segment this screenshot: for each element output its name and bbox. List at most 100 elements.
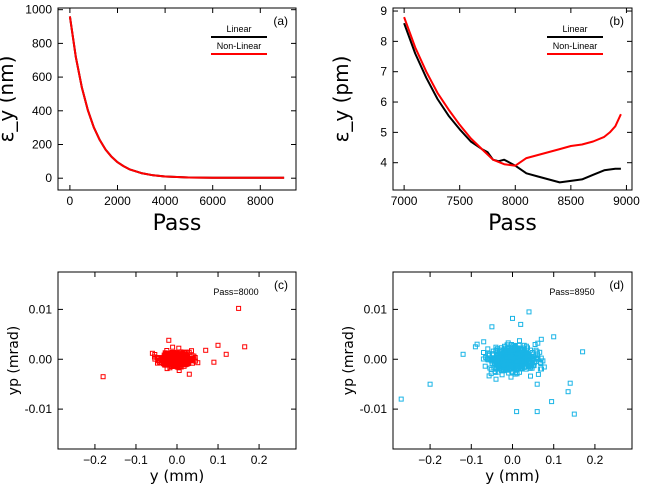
outlier-point <box>571 411 577 417</box>
x-tick-label: 0.1 <box>545 453 562 467</box>
y-tick-label: 0.01 <box>364 302 388 316</box>
scatter-point <box>175 364 181 370</box>
outlier-point <box>514 409 520 415</box>
x-tick-label: 0 <box>67 194 74 208</box>
scatter-point <box>528 373 533 379</box>
y-tick-label: 400 <box>32 104 52 118</box>
outlier-point <box>481 339 487 345</box>
scatter-point <box>167 365 173 371</box>
y-tick-label: -0.01 <box>360 402 388 416</box>
outlier-point <box>510 315 515 321</box>
legend-label: Linear <box>226 24 251 34</box>
x-tick-label: 8000 <box>502 194 529 208</box>
outlier-point <box>427 381 433 387</box>
scatter-point <box>164 348 170 353</box>
scatter-point <box>508 374 514 380</box>
scatter-point <box>535 340 541 346</box>
scatter-point <box>170 352 175 358</box>
outlier-point <box>549 399 555 405</box>
y-axis-label: yp (mrad) <box>341 326 357 395</box>
scatter-point <box>485 346 491 352</box>
y-tick-label: -0.01 <box>25 402 53 416</box>
x-tick-label: 9000 <box>613 194 640 208</box>
outlier-point <box>100 374 106 380</box>
x-tick-label: 8500 <box>558 194 585 208</box>
scatter-point <box>538 361 544 366</box>
outlier-point <box>203 347 209 353</box>
y-tick-label: 9 <box>380 4 387 18</box>
x-tick-label: 0.0 <box>504 453 521 467</box>
series-line-linear <box>403 22 621 184</box>
scatter-point <box>492 357 498 363</box>
outlier-point <box>472 344 478 350</box>
scatter-point <box>492 369 498 375</box>
scatter-point <box>524 351 530 357</box>
scatter-point <box>166 358 172 364</box>
scatter-point <box>530 351 536 357</box>
x-tick-label: 7500 <box>446 194 473 208</box>
scatter-point <box>526 358 532 364</box>
scatter-point <box>481 350 486 355</box>
x-tick-label: 0.0 <box>169 453 186 467</box>
scatter-point <box>532 342 538 347</box>
outlier-point <box>518 321 524 327</box>
outlier-point <box>211 359 217 365</box>
legend-label: Linear <box>562 24 587 34</box>
outlier-point <box>149 350 155 356</box>
scatter-point <box>517 338 522 344</box>
scatter-point <box>180 354 186 360</box>
panel-c-phase-space-8000: −0.2 −0.1 0.0 0.1 0.2 -0.01 0.00 0.01 (c) y (mm) y… <box>6 271 297 485</box>
outlier-point <box>534 409 540 415</box>
scatter-point <box>514 355 519 361</box>
outlier-point <box>551 334 557 340</box>
scatter-point <box>518 346 524 352</box>
scatter-point <box>499 372 505 378</box>
scatter-point <box>517 345 523 351</box>
scatter-point <box>160 361 166 367</box>
y-tick-label: 0.00 <box>364 352 388 366</box>
x-tick-label: −0.2 <box>418 453 442 467</box>
scatter-point <box>177 358 183 363</box>
pass-annotation: Pass=8950 <box>549 287 594 297</box>
outlier-point <box>186 371 192 377</box>
x-axis-label: y (mm) <box>150 467 205 485</box>
pass-annotation: Pass=8000 <box>213 287 258 297</box>
scatter-point <box>521 342 527 348</box>
y-tick-label: 6 <box>380 95 387 109</box>
outlier-point <box>580 349 586 355</box>
legend-label: Non-Linear <box>217 41 262 51</box>
scatter-point <box>528 347 533 353</box>
scatter-point <box>503 347 509 353</box>
y-tick-label: 0 <box>45 171 52 185</box>
y-axis-label: ε_y (pm) <box>329 56 353 143</box>
outlier-point <box>236 305 242 311</box>
scatter-point <box>505 340 511 346</box>
x-tick-label: 8000 <box>247 194 274 208</box>
x-axis-label: y (mm) <box>485 467 540 485</box>
y-tick-label: 7 <box>380 65 387 79</box>
scatter-point <box>504 354 510 360</box>
scatter-point <box>189 348 194 354</box>
x-axis-label: Pass <box>153 211 202 236</box>
scatter-point <box>486 373 492 379</box>
scatter-point <box>195 360 201 366</box>
outlier-point <box>565 389 571 395</box>
y-axis-label: yp (mrad) <box>6 326 22 395</box>
outlier-point <box>567 380 573 386</box>
outlier-point <box>223 351 229 357</box>
y-tick-label: 5 <box>380 125 387 139</box>
scatter-point <box>512 343 518 349</box>
x-tick-label: 4000 <box>152 194 179 208</box>
outlier-point <box>526 309 532 315</box>
panel-label: (a) <box>273 14 288 28</box>
x-tick-label: 6000 <box>199 194 226 208</box>
outlier-point <box>460 351 466 357</box>
x-tick-label: −0.1 <box>459 453 483 467</box>
panel-label: (d) <box>609 278 624 292</box>
outlier-point <box>242 344 248 350</box>
x-tick-label: 0.1 <box>210 453 227 467</box>
scatter-point <box>501 367 507 373</box>
outlier-point <box>489 324 495 330</box>
scatter-point <box>518 358 523 364</box>
